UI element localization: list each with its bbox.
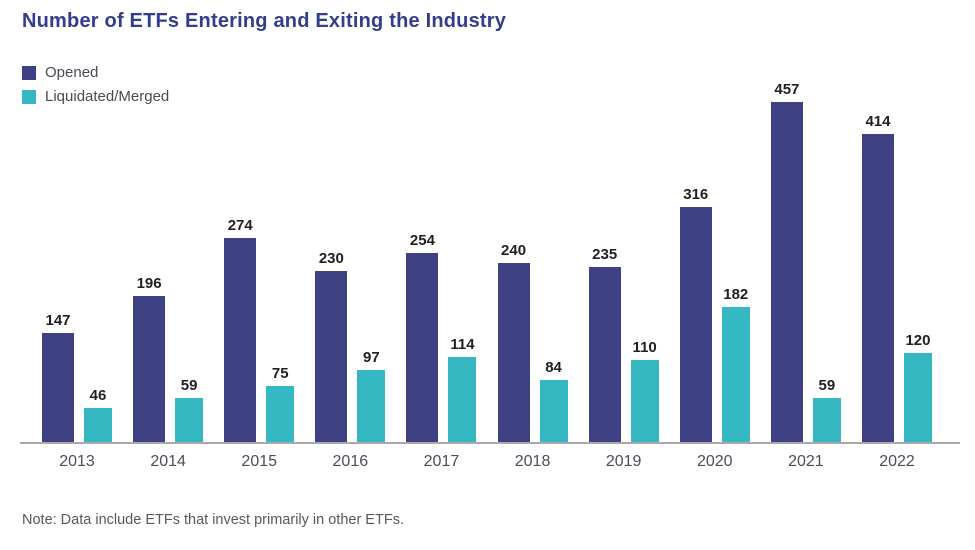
opened-value-label: 196	[136, 275, 162, 292]
liquidated-bar	[721, 307, 750, 442]
bar-group-2017: 254 114	[406, 100, 477, 442]
bar-group-2021: 457 59	[770, 81, 841, 442]
liquidated-bar-wrap: 59	[175, 377, 204, 442]
opened-bar-wrap: 254	[406, 232, 439, 442]
liquidated-bar	[175, 398, 204, 442]
bar-group-2013: 147 46	[42, 100, 112, 442]
x-tick-label-2020: 2020	[696, 453, 733, 470]
liquidated-value-label: 59	[818, 377, 836, 394]
opened-value-label: 254	[409, 232, 435, 249]
opened-bar-wrap: 147	[42, 312, 74, 442]
opened-bar	[588, 267, 621, 442]
opened-bar-wrap: 196	[133, 275, 166, 442]
liquidated-bar-wrap: 114	[448, 336, 477, 442]
liquidated-bar	[448, 357, 477, 442]
legend-label-opened: Opened	[45, 64, 99, 81]
bar-group-2015: 274 75	[224, 100, 295, 442]
opened-value-label: 274	[227, 217, 253, 234]
opened-value-label: 235	[592, 246, 618, 263]
liquidated-bar-wrap: 84	[539, 359, 568, 442]
bar-group-2014: 196 59	[133, 100, 204, 442]
liquidated-value-label: 182	[723, 286, 749, 303]
liquidated-value-label: 84	[545, 359, 562, 376]
bar-group-2019: 235 110	[588, 100, 659, 442]
opened-bar	[679, 207, 712, 442]
liquidated-bar-wrap: 59	[812, 377, 841, 442]
liquidated-bar	[903, 353, 932, 442]
opened-bar-wrap: 316	[679, 186, 712, 442]
liquidated-value-label: 114	[450, 336, 475, 353]
x-tick-label-2021: 2021	[788, 453, 824, 470]
liquidated-bar	[357, 370, 386, 442]
opened-value-label: 147	[45, 312, 71, 329]
legend-label-liquidated: Liquidated/Merged	[45, 88, 170, 105]
liquidated-bar-wrap: 182	[721, 286, 750, 442]
opened-value-label: 457	[774, 81, 800, 98]
footnote: Note: Data include ETFs that invest prim…	[22, 512, 404, 528]
x-tick-label-2014: 2014	[150, 453, 186, 470]
liquidated-value-label: 97	[362, 349, 380, 366]
opened-bar-wrap: 414	[861, 113, 894, 442]
legend-item-liquidated: Liquidated/Merged	[22, 88, 169, 105]
bar-group-2016: 230 97	[315, 100, 386, 442]
bar-group-2022: 414 120	[861, 100, 932, 442]
legend-item-opened: Opened	[22, 64, 169, 81]
opened-value-label: 230	[318, 250, 344, 267]
opened-bar	[224, 238, 257, 442]
chart-title: Number of ETFs Entering and Exiting the …	[22, 10, 507, 32]
opened-bar	[42, 333, 74, 442]
opened-swatch-icon	[22, 65, 36, 80]
x-tick-label-2013: 2013	[59, 453, 95, 470]
opened-value-label: 240	[501, 242, 527, 259]
x-tick-label-2022: 2022	[879, 453, 915, 470]
opened-bar-wrap: 230	[315, 250, 348, 442]
opened-value-label: 316	[683, 186, 709, 203]
legend: Opened Liquidated/Merged	[22, 64, 169, 112]
opened-bar-wrap: 240	[497, 242, 530, 442]
opened-bar	[770, 102, 803, 442]
liquidated-bar-wrap: 97	[357, 349, 386, 442]
liquidated-bar	[266, 386, 295, 442]
liquidated-bar	[84, 408, 112, 442]
bar-groups: 147 46 196 59 274 75 230 97 254 114 240 84 235 110 316…	[20, 81, 960, 442]
liquidated-value-label: 59	[180, 377, 198, 394]
x-tick-label-2018: 2018	[514, 453, 551, 470]
opened-value-label: 414	[865, 113, 891, 130]
liquidated-swatch-icon	[22, 89, 36, 104]
liquidated-bar-wrap: 75	[266, 365, 295, 442]
opened-bar-wrap: 274	[224, 217, 257, 442]
liquidated-bar-wrap: 46	[84, 387, 112, 442]
liquidated-value-label: 75	[271, 365, 289, 382]
liquidated-value-label: 110	[632, 339, 657, 356]
bar-chart: 147 46 196 59 274 75 230 97 254 114 240 84 235 110 316…	[20, 81, 960, 471]
opened-bar	[861, 134, 894, 442]
bar-group-2018: 240 84	[497, 100, 568, 442]
liquidated-bar	[539, 380, 568, 442]
opened-bar	[406, 253, 439, 442]
liquidated-value-label: 46	[89, 387, 107, 404]
opened-bar	[315, 271, 348, 442]
liquidated-bar	[812, 398, 841, 442]
x-tick-label-2019: 2019	[605, 453, 642, 470]
opened-bar	[133, 296, 166, 442]
liquidated-bar	[630, 360, 659, 442]
liquidated-bar-wrap: 120	[903, 332, 932, 442]
bar-group-2020: 316 182	[679, 100, 750, 442]
liquidated-bar-wrap: 110	[630, 339, 659, 442]
x-tick-label-2016: 2016	[332, 453, 369, 470]
opened-bar-wrap: 457	[770, 81, 803, 442]
opened-bar-wrap: 235	[588, 246, 621, 442]
x-tick-label-2017: 2017	[423, 453, 460, 470]
x-axis-line	[20, 442, 960, 444]
x-axis-tick-labels: 2013 2014 2015 2016 2017 2018 2019 2020 2021 2022	[20, 453, 960, 471]
liquidated-value-label: 120	[905, 332, 931, 349]
opened-bar	[497, 263, 530, 442]
x-tick-label-2015: 2015	[241, 453, 278, 470]
